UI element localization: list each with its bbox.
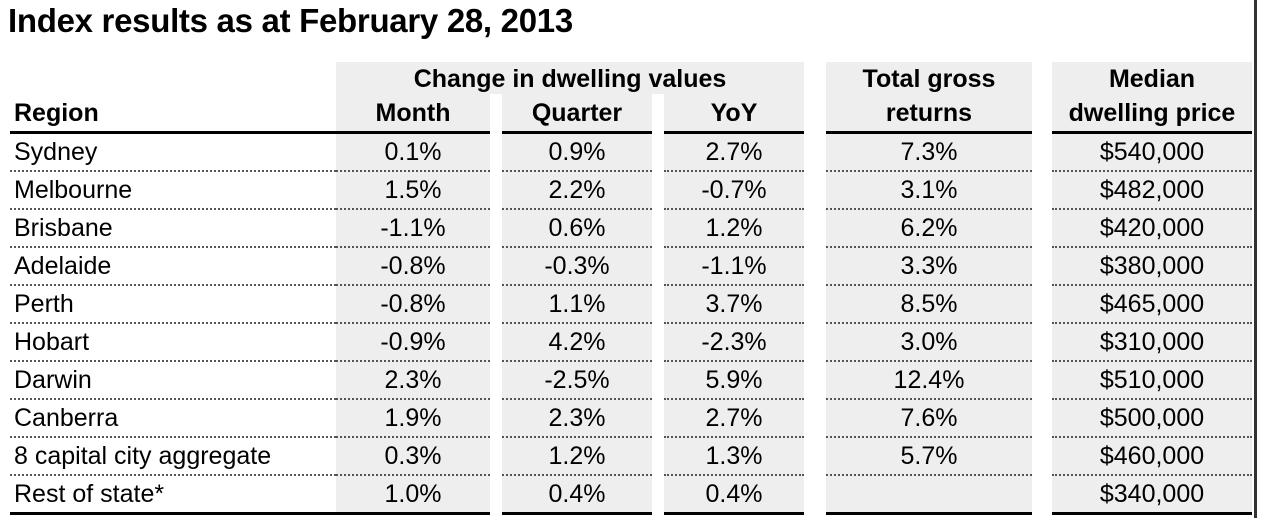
table-row: Rest of state* 1.0% 0.4% 0.4% $340,000 bbox=[10, 476, 1252, 515]
header-row-bottom: Region Month Quarter YoY returns dwellin… bbox=[10, 94, 1252, 134]
header-row-top: Change in dwelling values Total gross Me… bbox=[10, 62, 1252, 94]
cell-month: 1.0% bbox=[336, 476, 490, 515]
table-row: Perth -0.8% 1.1% 3.7% 8.5% $465,000 bbox=[10, 286, 1252, 324]
cell-region: 8 capital city aggregate bbox=[10, 438, 336, 476]
cell-yoy: 2.7% bbox=[664, 134, 804, 172]
table-row: Brisbane -1.1% 0.6% 1.2% 6.2% $420,000 bbox=[10, 210, 1252, 248]
cell-quarter: -2.5% bbox=[502, 362, 652, 400]
cell-total-gross: 7.3% bbox=[826, 134, 1032, 172]
table-row: 8 capital city aggregate 0.3% 1.2% 1.3% 5.7%… bbox=[10, 438, 1252, 476]
cell-total-gross: 3.0% bbox=[826, 324, 1032, 362]
cell-total-gross bbox=[826, 476, 1032, 515]
cell-quarter: 2.2% bbox=[502, 172, 652, 210]
cell-yoy: -2.3% bbox=[664, 324, 804, 362]
header-blank bbox=[10, 62, 336, 94]
cell-total-gross: 6.2% bbox=[826, 210, 1032, 248]
header-median-line1: Median bbox=[1052, 62, 1252, 94]
cell-total-gross: 5.7% bbox=[826, 438, 1032, 476]
cell-median-price: $460,000 bbox=[1052, 438, 1252, 476]
cell-median-price: $510,000 bbox=[1052, 362, 1252, 400]
header-median-line2: dwelling price bbox=[1052, 94, 1252, 134]
cell-yoy: 1.3% bbox=[664, 438, 804, 476]
cell-total-gross: 3.3% bbox=[826, 248, 1032, 286]
cell-total-gross: 8.5% bbox=[826, 286, 1032, 324]
header-region: Region bbox=[10, 94, 336, 134]
cell-yoy: -1.1% bbox=[664, 248, 804, 286]
cell-month: 0.1% bbox=[336, 134, 490, 172]
cell-total-gross: 3.1% bbox=[826, 172, 1032, 210]
cell-yoy: 1.2% bbox=[664, 210, 804, 248]
cell-region: Sydney bbox=[10, 134, 336, 172]
cell-region: Rest of state* bbox=[10, 476, 336, 515]
table-row: Canberra 1.9% 2.3% 2.7% 7.6% $500,000 bbox=[10, 400, 1252, 438]
cell-month: 1.9% bbox=[336, 400, 490, 438]
cell-median-price: $500,000 bbox=[1052, 400, 1252, 438]
cell-yoy: 0.4% bbox=[664, 476, 804, 515]
header-change-in-dwelling-values: Change in dwelling values bbox=[336, 62, 804, 94]
table-row: Sydney 0.1% 0.9% 2.7% 7.3% $540,000 bbox=[10, 134, 1252, 172]
cell-quarter: -0.3% bbox=[502, 248, 652, 286]
cell-region: Perth bbox=[10, 286, 336, 324]
cell-yoy: 3.7% bbox=[664, 286, 804, 324]
header-total-gross-line2: returns bbox=[826, 94, 1032, 134]
cell-quarter: 0.6% bbox=[502, 210, 652, 248]
cell-region: Adelaide bbox=[10, 248, 336, 286]
cell-quarter: 2.3% bbox=[502, 400, 652, 438]
page-title: Index results as at February 28, 2013 bbox=[8, 2, 573, 39]
right-edge-rule bbox=[1254, 0, 1257, 518]
cell-month: -1.1% bbox=[336, 210, 490, 248]
cell-region: Hobart bbox=[10, 324, 336, 362]
cell-month: 0.3% bbox=[336, 438, 490, 476]
header-quarter: Quarter bbox=[502, 94, 652, 134]
cell-total-gross: 12.4% bbox=[826, 362, 1032, 400]
cell-region: Melbourne bbox=[10, 172, 336, 210]
cell-median-price: $380,000 bbox=[1052, 248, 1252, 286]
cell-region: Brisbane bbox=[10, 210, 336, 248]
cell-median-price: $420,000 bbox=[1052, 210, 1252, 248]
table-row: Hobart -0.9% 4.2% -2.3% 3.0% $310,000 bbox=[10, 324, 1252, 362]
cell-month: -0.9% bbox=[336, 324, 490, 362]
cell-quarter: 4.2% bbox=[502, 324, 652, 362]
cell-quarter: 0.4% bbox=[502, 476, 652, 515]
cell-median-price: $465,000 bbox=[1052, 286, 1252, 324]
cell-month: 2.3% bbox=[336, 362, 490, 400]
table-row: Darwin 2.3% -2.5% 5.9% 12.4% $510,000 bbox=[10, 362, 1252, 400]
header-month: Month bbox=[336, 94, 490, 134]
cell-month: 1.5% bbox=[336, 172, 490, 210]
cell-quarter: 0.9% bbox=[502, 134, 652, 172]
cell-region: Darwin bbox=[10, 362, 336, 400]
table-row: Adelaide -0.8% -0.3% -1.1% 3.3% $380,000 bbox=[10, 248, 1252, 286]
cell-month: -0.8% bbox=[336, 286, 490, 324]
header-yoy: YoY bbox=[664, 94, 804, 134]
cell-median-price: $310,000 bbox=[1052, 324, 1252, 362]
cell-quarter: 1.1% bbox=[502, 286, 652, 324]
cell-median-price: $340,000 bbox=[1052, 476, 1252, 515]
header-total-gross-line1: Total gross bbox=[826, 62, 1032, 94]
table-row: Melbourne 1.5% 2.2% -0.7% 3.1% $482,000 bbox=[10, 172, 1252, 210]
cell-yoy: -0.7% bbox=[664, 172, 804, 210]
cell-month: -0.8% bbox=[336, 248, 490, 286]
cell-quarter: 1.2% bbox=[502, 438, 652, 476]
cell-region: Canberra bbox=[10, 400, 336, 438]
index-results-table: Change in dwelling values Total gross Me… bbox=[10, 62, 1252, 515]
cell-median-price: $540,000 bbox=[1052, 134, 1252, 172]
cell-total-gross: 7.6% bbox=[826, 400, 1032, 438]
cell-yoy: 2.7% bbox=[664, 400, 804, 438]
cell-yoy: 5.9% bbox=[664, 362, 804, 400]
cell-median-price: $482,000 bbox=[1052, 172, 1252, 210]
